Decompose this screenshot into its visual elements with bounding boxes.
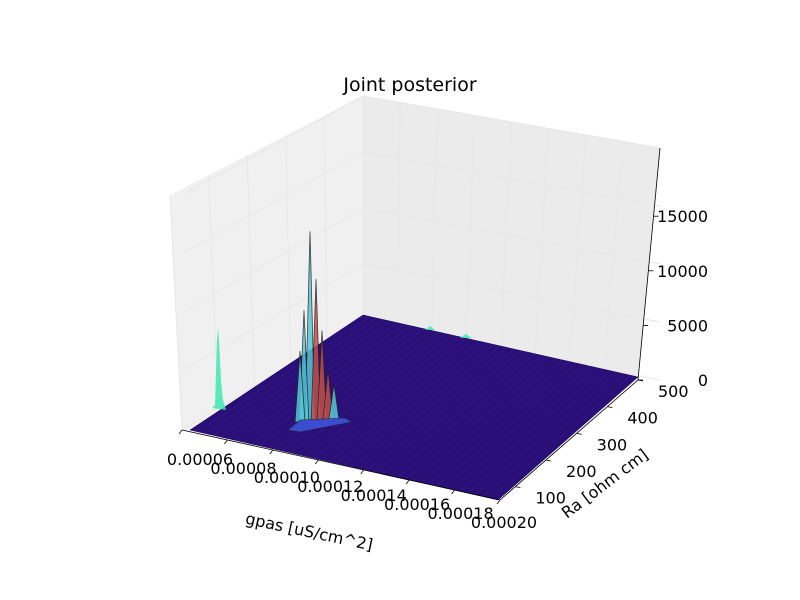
mesh-line xyxy=(282,333,446,452)
back-projection xyxy=(425,326,472,338)
side-projection xyxy=(212,328,226,410)
x-tick-mark xyxy=(451,489,455,495)
mesh-line xyxy=(428,362,577,485)
mesh-line xyxy=(443,365,591,488)
mesh-line xyxy=(289,334,453,453)
gridline xyxy=(181,207,364,313)
gridline xyxy=(500,121,512,351)
mesh-line xyxy=(459,369,604,492)
mesh-line xyxy=(343,345,501,466)
gridline xyxy=(362,95,661,149)
gridline xyxy=(181,263,364,372)
x-ticks: 0.000060.000080.000100.000120.000140.000… xyxy=(167,429,537,532)
x-tick-mark xyxy=(269,449,274,455)
z-ticks: 0 5000 10000 15000 xyxy=(638,207,708,390)
x-axis-line xyxy=(181,429,501,501)
mesh-line xyxy=(351,347,508,467)
y-tick-mark xyxy=(545,459,552,462)
mesh-line xyxy=(205,317,377,434)
x-tick-label: 0.00010 xyxy=(254,468,320,487)
y-tick-label: 500 xyxy=(658,382,689,401)
x-tick-mark xyxy=(360,469,365,475)
mesh-line xyxy=(451,367,597,490)
y-axis-label: Ra [ohm cm] xyxy=(558,445,652,522)
gridline xyxy=(323,115,328,343)
y-tick-label: 300 xyxy=(597,435,628,454)
mesh-line xyxy=(320,341,481,460)
z-tick-label: 15000 xyxy=(657,207,708,226)
z-tick-label: 0 xyxy=(698,371,708,390)
x-tick-mark xyxy=(178,429,183,435)
gridline xyxy=(465,115,475,343)
x-tick-label: 0.00006 xyxy=(167,450,233,469)
y-tick-label: 400 xyxy=(627,409,658,428)
mesh-line xyxy=(374,352,529,473)
x-tick-mark xyxy=(496,499,501,505)
mesh-line xyxy=(197,316,371,432)
peak-base xyxy=(287,417,353,433)
z-tick-label: 5000 xyxy=(667,316,708,335)
gridline xyxy=(568,134,587,366)
mesh-line xyxy=(328,342,487,462)
mesh-line xyxy=(382,353,536,474)
mesh-line xyxy=(251,327,419,445)
z-tick-label: 10000 xyxy=(657,262,708,281)
mesh-line xyxy=(297,336,460,455)
z-axis-line xyxy=(637,147,661,381)
y-tick-label: 100 xyxy=(535,489,566,508)
mesh-line xyxy=(359,348,515,469)
gridline xyxy=(362,263,661,323)
y-axis-line xyxy=(499,379,639,501)
x-tick-label: 0.00016 xyxy=(384,495,450,514)
mesh-line xyxy=(413,359,563,481)
x-tick-label: 0.00012 xyxy=(297,477,363,496)
mesh-line xyxy=(420,361,570,483)
gridline xyxy=(362,207,661,265)
x-tick-mark xyxy=(224,439,228,445)
mesh-line xyxy=(482,373,625,497)
x-axis-label: gpas [uS/cm^2] xyxy=(244,509,375,555)
x-tick-mark xyxy=(405,479,410,485)
y-tick-mark xyxy=(576,432,582,435)
gridline xyxy=(431,108,438,336)
x-tick-label: 0.00020 xyxy=(471,513,537,532)
y-tick-mark xyxy=(607,406,613,409)
gridline xyxy=(285,135,292,365)
posterior-peaks xyxy=(287,231,353,433)
gridline xyxy=(169,194,183,431)
x-tick-label: 0.00008 xyxy=(210,459,276,478)
gridline xyxy=(603,141,624,373)
mesh-line xyxy=(366,350,522,471)
mesh-line xyxy=(397,356,549,478)
x-tick-label: 0.00018 xyxy=(427,504,493,523)
gridline xyxy=(181,95,364,196)
chart-title: Joint posterior xyxy=(342,74,476,96)
mesh-line xyxy=(305,338,467,457)
mesh-line xyxy=(313,339,474,459)
y-tick-mark xyxy=(515,486,521,489)
gridline xyxy=(246,155,255,387)
y-tick-label: 200 xyxy=(566,462,597,481)
gridline xyxy=(534,128,550,358)
x-tick-mark xyxy=(314,459,319,465)
gridline xyxy=(181,151,364,255)
mesh-line xyxy=(390,355,542,476)
gridline xyxy=(362,151,661,207)
mesh-line xyxy=(436,364,584,487)
mesh-line xyxy=(467,370,611,494)
mesh-line xyxy=(336,344,494,464)
back-pane xyxy=(363,96,660,380)
mesh-line xyxy=(474,372,618,495)
mesh-line xyxy=(490,375,632,499)
x-tick-label: 0.00014 xyxy=(341,486,407,505)
mesh-line xyxy=(259,328,426,446)
surface-mesh xyxy=(197,316,632,499)
mesh-line xyxy=(405,358,556,480)
